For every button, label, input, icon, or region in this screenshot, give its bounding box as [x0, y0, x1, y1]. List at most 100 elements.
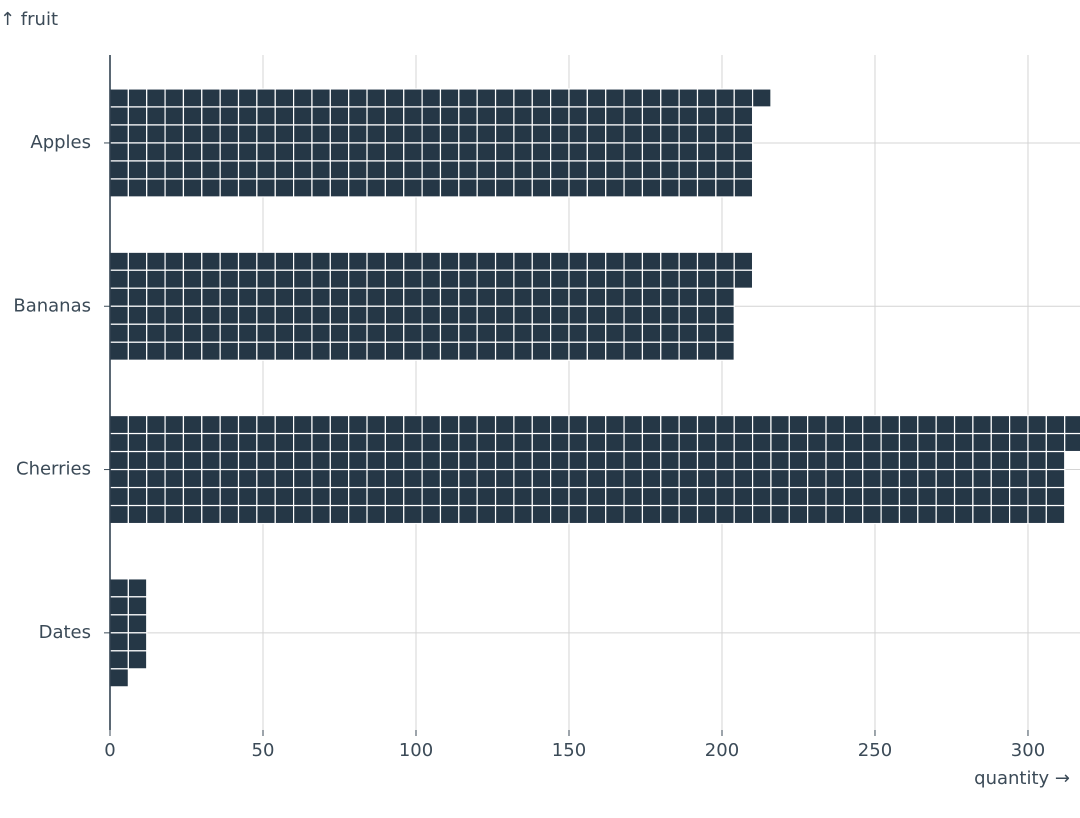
waffle-cell [715, 251, 735, 271]
waffle-cell [127, 432, 148, 453]
waffle-cell [513, 414, 533, 435]
waffle-cell [990, 468, 1011, 489]
waffle-cell [274, 178, 295, 198]
waffle-cell [623, 269, 644, 289]
waffle-cell [531, 106, 552, 126]
waffle-cell [237, 124, 258, 144]
waffle-cell [329, 251, 350, 271]
waffle-cell [623, 468, 644, 489]
waffle-cell [660, 468, 680, 489]
waffle-cell [550, 305, 570, 325]
waffle-cell [953, 414, 974, 435]
waffle-cell [715, 142, 735, 162]
waffle-cell [109, 160, 129, 180]
waffle-cell [384, 341, 405, 361]
waffle-cell [292, 305, 313, 325]
waffle-cell [807, 450, 827, 471]
waffle-cell [660, 160, 680, 180]
waffle-cell [182, 323, 203, 343]
waffle-cell [586, 486, 607, 507]
waffle-cell [329, 486, 350, 507]
waffle-cell [550, 504, 570, 525]
waffle-cell [513, 486, 533, 507]
waffle-cell [568, 504, 588, 525]
waffle-cell [898, 450, 919, 471]
waffle-cell [366, 160, 386, 180]
waffle-cell [329, 323, 350, 343]
waffle-cell [513, 432, 533, 453]
waffle-cell [219, 124, 240, 144]
waffle-cell [586, 504, 607, 525]
waffle-cell [146, 341, 166, 361]
waffle-cell [256, 341, 276, 361]
waffle-cell [146, 124, 166, 144]
waffle-cell [917, 414, 937, 435]
waffle-cell [237, 88, 258, 108]
x-tick-label: 100 [399, 740, 433, 761]
waffle-cell [1009, 504, 1029, 525]
waffle-cell [1045, 414, 1066, 435]
waffle-cell [715, 88, 735, 108]
waffle-cell [476, 323, 497, 343]
waffle-cell [733, 178, 754, 198]
waffle-cell [715, 432, 735, 453]
waffle-cell [164, 88, 185, 108]
waffle-cell [458, 468, 478, 489]
waffle-cell [458, 178, 478, 198]
waffle-cell [237, 504, 258, 525]
waffle-cell [366, 341, 386, 361]
waffle-cell [605, 88, 625, 108]
waffle-cell [880, 432, 901, 453]
waffle-cell [311, 450, 331, 471]
waffle-cell [256, 432, 276, 453]
waffle-cell [678, 269, 699, 289]
waffle-cell [898, 504, 919, 525]
waffle-cell [972, 468, 992, 489]
waffle-cell [329, 106, 350, 126]
waffle-cell [458, 414, 478, 435]
waffle-cell [586, 88, 607, 108]
waffle-cell [109, 504, 129, 525]
waffle-cell [513, 269, 533, 289]
waffle-cell [476, 341, 497, 361]
waffle-cell [568, 269, 588, 289]
waffle-cell [1045, 486, 1066, 507]
waffle-cell [568, 305, 588, 325]
waffle-cell [127, 468, 148, 489]
waffle-cell [219, 323, 240, 343]
waffle-cell [476, 432, 497, 453]
waffle-cell [568, 468, 588, 489]
waffle-cell [623, 178, 644, 198]
waffle-cell [494, 504, 515, 525]
waffle-cell [531, 251, 552, 271]
waffle-cell [586, 450, 607, 471]
waffle-cell [476, 450, 497, 471]
waffle-cell [421, 106, 442, 126]
waffle-cell [329, 414, 350, 435]
waffle-cell [733, 432, 754, 453]
waffle-cell [256, 287, 276, 307]
waffle-cell [127, 269, 148, 289]
waffle-cell [348, 142, 368, 162]
waffle-cell [733, 251, 754, 271]
waffle-cell [384, 305, 405, 325]
waffle-cell [476, 468, 497, 489]
waffle-cell [109, 486, 129, 507]
waffle-cell [550, 106, 570, 126]
waffle-cell [201, 504, 221, 525]
waffle-cell [568, 450, 588, 471]
waffle-cell [348, 486, 368, 507]
waffle-cell [311, 323, 331, 343]
waffle-cell [550, 323, 570, 343]
waffle-cell [825, 450, 845, 471]
waffle-cell [715, 323, 735, 343]
waffle-cell [311, 269, 331, 289]
waffle-cell [715, 504, 735, 525]
waffle-cell [439, 450, 460, 471]
waffle-cell [366, 468, 386, 489]
waffle-cell [494, 305, 515, 325]
waffle-cell [237, 432, 258, 453]
waffle-cell [788, 432, 809, 453]
waffle-cell [329, 305, 350, 325]
waffle-cell [807, 414, 827, 435]
